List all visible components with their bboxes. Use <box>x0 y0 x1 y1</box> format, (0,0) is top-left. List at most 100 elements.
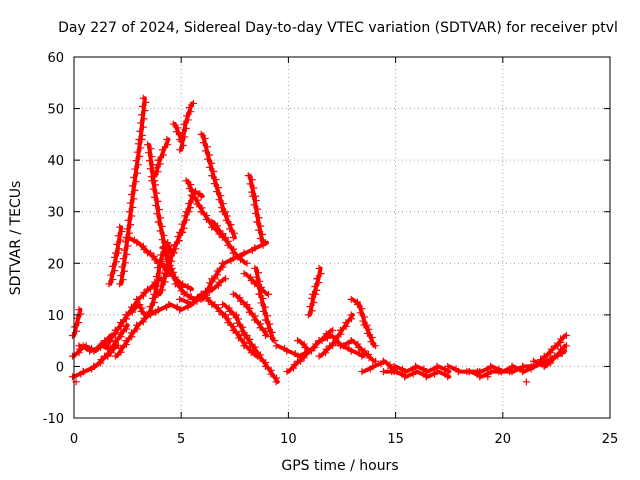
data-point-marker <box>465 368 473 376</box>
data-point-marker <box>229 249 237 257</box>
data-point-marker <box>176 295 184 303</box>
data-point-marker <box>263 312 271 320</box>
data-point-marker <box>283 368 291 376</box>
y-tick-label: -10 <box>43 412 64 427</box>
data-point-marker <box>194 294 202 302</box>
data-point-marker <box>562 331 570 339</box>
data-point-marker <box>189 99 197 107</box>
data-point-marker <box>248 176 256 184</box>
y-tick-label: 30 <box>47 206 64 221</box>
data-point-marker <box>329 326 337 334</box>
data-point-marker <box>111 352 119 360</box>
data-point-marker <box>125 208 133 216</box>
data-point-marker <box>190 188 198 196</box>
data-point-marker <box>322 345 330 353</box>
data-point-marker <box>167 249 175 257</box>
data-point-marker <box>255 290 263 298</box>
data-point-marker <box>171 280 179 288</box>
data-point-marker <box>356 309 364 317</box>
data-point-marker <box>197 130 205 138</box>
data-point-marker <box>422 368 430 376</box>
data-point-marker <box>69 331 76 339</box>
data-point-marker <box>176 146 184 154</box>
data-point-marker <box>155 277 163 285</box>
data-point-marker <box>161 278 169 286</box>
data-point-marker <box>185 104 193 112</box>
data-point-marker <box>333 338 341 346</box>
data-point-marker <box>255 226 263 234</box>
data-point-marker <box>176 306 184 314</box>
data-point-marker <box>251 316 259 324</box>
data-point-marker <box>141 107 149 115</box>
data-point-marker <box>202 291 210 299</box>
data-point-marker <box>117 344 125 352</box>
data-point-marker <box>120 267 128 275</box>
data-point-marker <box>358 347 366 355</box>
data-point-marker <box>259 307 267 315</box>
data-point-marker <box>130 173 138 181</box>
data-point-marker <box>234 319 242 327</box>
data-point-marker <box>214 184 222 192</box>
data-point-marker <box>157 282 165 290</box>
data-point-marker <box>136 127 144 135</box>
data-point-marker <box>372 342 380 350</box>
data-point-marker <box>157 214 165 222</box>
data-point-marker <box>309 290 317 298</box>
data-point-marker <box>247 349 255 357</box>
data-point-marker <box>151 256 159 264</box>
data-point-marker <box>557 345 565 353</box>
data-point-marker <box>138 103 146 111</box>
data-point-marker <box>249 192 257 200</box>
data-point-marker <box>124 242 132 250</box>
x-axis-title: GPS time / hours <box>281 458 398 474</box>
data-point-marker <box>153 210 161 218</box>
data-point-marker <box>159 146 167 154</box>
data-point-marker <box>172 128 180 136</box>
data-point-marker <box>148 307 156 315</box>
data-point-marker <box>201 147 209 155</box>
data-point-marker <box>226 307 234 315</box>
data-point-marker <box>185 185 193 193</box>
data-point-marker <box>90 362 98 370</box>
x-tick-label: 15 <box>387 432 404 447</box>
data-point-marker <box>147 145 155 153</box>
data-point-marker <box>197 208 205 216</box>
data-point-marker <box>119 276 127 284</box>
data-point-marker <box>154 264 162 272</box>
data-point-marker <box>252 197 260 205</box>
data-point-marker <box>315 279 323 287</box>
data-point-marker <box>519 368 527 376</box>
x-tick-label: 20 <box>495 432 512 447</box>
data-point-marker <box>185 199 193 207</box>
data-point-marker <box>186 285 194 293</box>
data-point-marker <box>261 316 269 324</box>
data-point-marker <box>170 268 178 276</box>
data-point-marker <box>315 337 323 345</box>
data-point-marker <box>256 355 264 363</box>
data-point-marker <box>187 181 195 189</box>
data-point-marker <box>138 304 146 312</box>
data-point-marker <box>179 129 187 137</box>
data-point-marker <box>251 347 259 355</box>
data-point-marker <box>364 329 372 337</box>
data-point-marker <box>135 136 143 144</box>
data-point-marker <box>208 172 216 180</box>
data-point-marker <box>240 249 248 257</box>
data-point-marker <box>390 362 398 370</box>
data-point-marker <box>111 267 119 275</box>
data-point-marker <box>368 334 376 342</box>
data-point-marker <box>326 342 334 350</box>
data-point-marker <box>204 297 212 305</box>
data-point-marker <box>133 148 141 156</box>
data-point-marker <box>155 206 163 214</box>
data-point-marker <box>222 216 230 224</box>
data-point-marker <box>156 268 164 276</box>
data-point-marker <box>131 186 139 194</box>
x-tick-label: 10 <box>280 432 297 447</box>
data-point-marker <box>203 215 210 223</box>
data-point-marker <box>272 342 280 350</box>
data-point-marker <box>174 232 182 240</box>
data-point-marker <box>145 157 153 165</box>
data-point-marker <box>123 225 131 233</box>
y-tick-label: 60 <box>47 51 64 66</box>
